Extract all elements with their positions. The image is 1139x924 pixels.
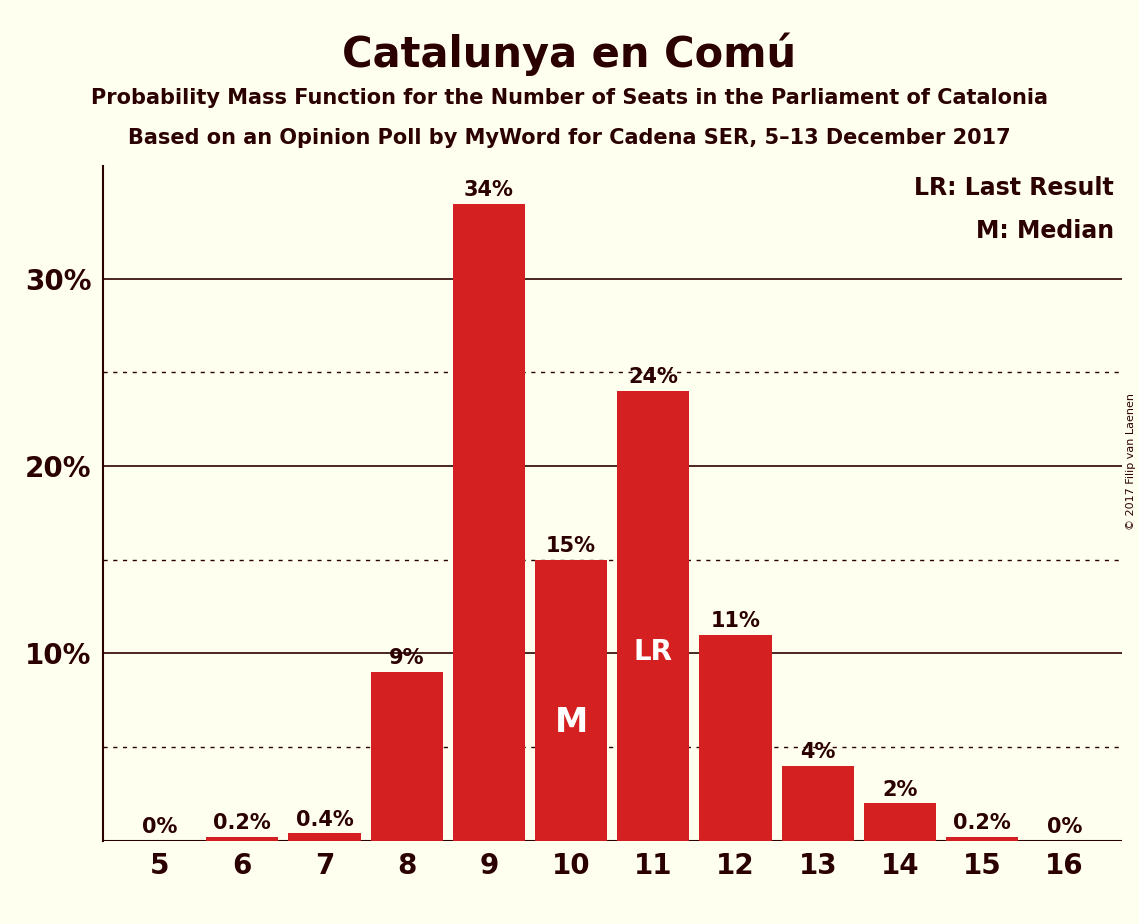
Text: 34%: 34%: [464, 180, 514, 201]
Bar: [781, 766, 854, 841]
Text: Based on an Opinion Poll by MyWord for Cadena SER, 5–13 December 2017: Based on an Opinion Poll by MyWord for C…: [129, 128, 1010, 148]
Text: 0%: 0%: [142, 817, 178, 837]
Bar: [947, 837, 1018, 841]
Text: 2%: 2%: [883, 780, 918, 799]
Text: © 2017 Filip van Laenen: © 2017 Filip van Laenen: [1126, 394, 1136, 530]
Bar: [863, 803, 936, 841]
Bar: [535, 560, 607, 841]
Bar: [206, 837, 278, 841]
Text: 0%: 0%: [1047, 817, 1082, 837]
Bar: [699, 635, 772, 841]
Bar: [617, 391, 689, 841]
Text: 9%: 9%: [388, 649, 425, 668]
Text: 24%: 24%: [629, 368, 678, 387]
Text: Probability Mass Function for the Number of Seats in the Parliament of Catalonia: Probability Mass Function for the Number…: [91, 88, 1048, 108]
Text: 0.2%: 0.2%: [953, 813, 1011, 833]
Text: 0.4%: 0.4%: [296, 809, 353, 830]
Text: 4%: 4%: [800, 742, 835, 762]
Text: 11%: 11%: [711, 611, 761, 631]
Text: LR: LR: [633, 638, 673, 666]
Bar: [288, 833, 361, 841]
Text: Catalunya en Comú: Catalunya en Comú: [343, 32, 796, 76]
Text: 0.2%: 0.2%: [213, 813, 271, 833]
Bar: [370, 673, 443, 841]
Text: LR: Last Result: LR: Last Result: [913, 176, 1114, 200]
Bar: [452, 204, 525, 841]
Text: M: Median: M: Median: [976, 219, 1114, 243]
Text: M: M: [555, 706, 588, 739]
Text: 15%: 15%: [546, 536, 596, 556]
